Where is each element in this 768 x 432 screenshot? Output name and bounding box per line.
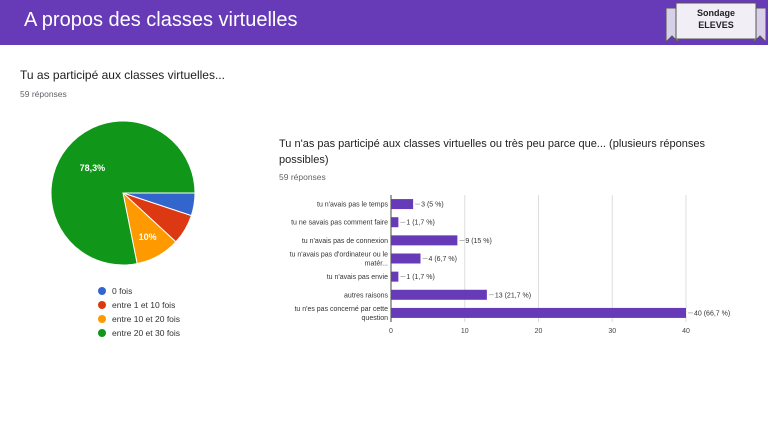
legend-item: entre 1 et 10 fois — [98, 298, 180, 312]
legend-item: 0 fois — [98, 284, 180, 298]
pie-slice-label: 10% — [139, 232, 157, 242]
category-label: tu n'avais pas d'ordinateur ou le — [290, 252, 389, 259]
legend-swatch — [98, 287, 106, 295]
pie-slice-label: 78,3% — [80, 163, 106, 173]
bar — [391, 199, 414, 210]
survey-badge: Sondage ELEVES — [679, 7, 753, 31]
bar — [391, 271, 399, 282]
bar — [391, 217, 399, 228]
category-label: autres raisons — [344, 292, 388, 299]
question-1-title: Tu as participé aux classes virtuelles..… — [20, 68, 225, 82]
bar-data-label: 1 (1,7 %) — [406, 274, 434, 281]
bar — [391, 235, 458, 246]
bar-data-label: 40 (66,7 %) — [694, 310, 730, 317]
category-label: tu n'avais pas le temps — [317, 202, 388, 209]
question-2-response-count: 59 réponses — [279, 172, 326, 182]
bar — [391, 289, 487, 300]
x-tick-label: 30 — [608, 328, 616, 335]
badge-line-2: ELEVES — [698, 20, 734, 30]
legend-swatch — [98, 301, 106, 309]
bar — [391, 307, 686, 318]
bar-data-label: 1 (1,7 %) — [406, 220, 434, 227]
legend-swatch — [98, 329, 106, 337]
legend-label: 0 fois — [112, 286, 133, 296]
pie-chart: 10% 78,3% — [50, 120, 196, 266]
category-label: tu n'es pas concerné par cette — [294, 306, 388, 313]
bar-data-label: 13 (21,7 %) — [495, 292, 531, 299]
legend-item: entre 10 et 20 fois — [98, 312, 180, 326]
page-title: A propos des classes virtuelles — [24, 9, 298, 31]
category-label: tu ne savais pas comment faire — [291, 220, 388, 227]
bar-data-label: 9 (15 %) — [465, 238, 491, 245]
category-label: question — [362, 315, 389, 322]
bar-data-label: 3 (5 %) — [421, 202, 444, 209]
pie-legend: 0 fois entre 1 et 10 fois entre 10 et 20 f… — [98, 284, 180, 340]
badge-ribbon — [666, 2, 766, 44]
question-1-response-count: 59 réponses — [20, 89, 67, 99]
pie-slice — [50, 120, 196, 266]
bar-data-label: 4 (6,7 %) — [429, 256, 457, 263]
legend-label: entre 1 et 10 fois — [112, 300, 176, 310]
x-tick-label: 20 — [535, 328, 543, 335]
x-tick-label: 10 — [461, 328, 469, 335]
category-label: tu n'avais pas de connexion — [302, 238, 388, 245]
badge-line-1: Sondage — [696, 8, 735, 18]
x-tick-label: 40 — [682, 328, 690, 335]
bar — [391, 253, 421, 264]
category-label: matér... — [365, 261, 388, 268]
question-2-title: Tu n'as pas participé aux classes virtue… — [279, 138, 706, 166]
legend-item: entre 20 et 30 fois — [98, 326, 180, 340]
category-label: tu n'avais pas envie — [327, 274, 388, 281]
legend-swatch — [98, 315, 106, 323]
x-tick-label: 0 — [389, 328, 393, 335]
legend-label: entre 20 et 30 fois — [112, 328, 181, 338]
legend-label: entre 10 et 20 fois — [112, 314, 181, 324]
form-header: A propos des classes virtuelles — [0, 0, 768, 45]
